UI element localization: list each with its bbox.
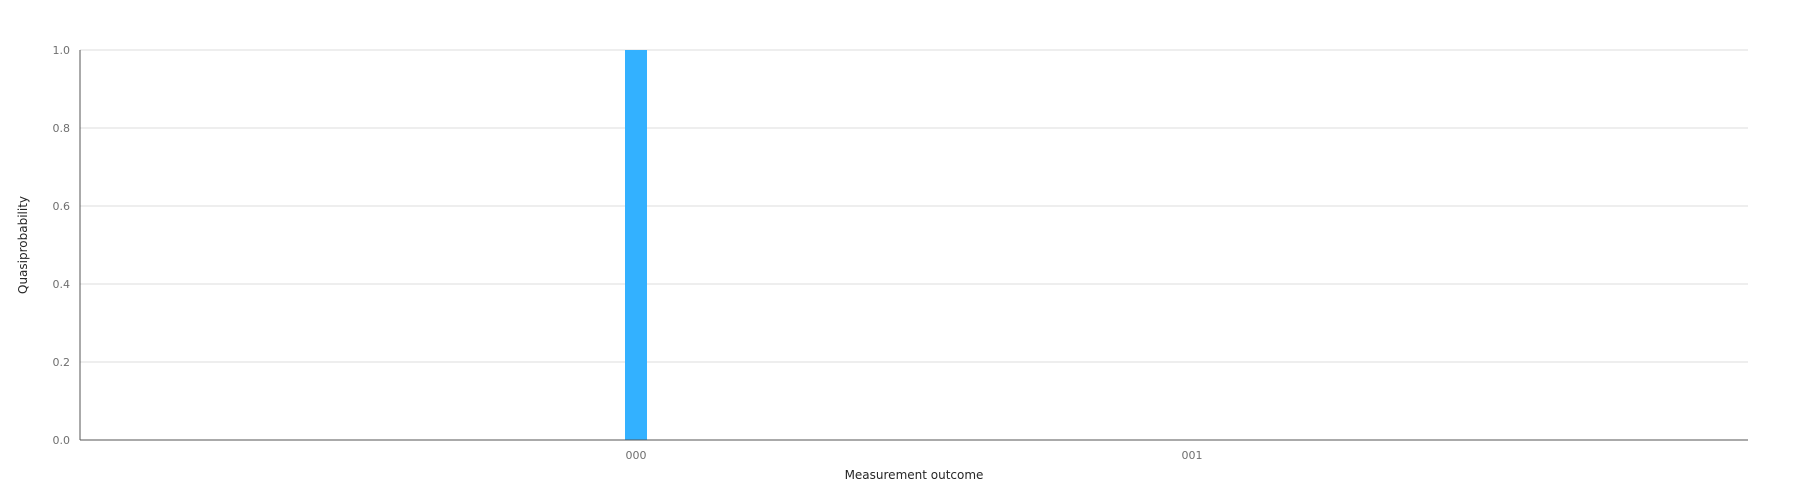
y-axis-title: Quasiprobability <box>16 196 30 294</box>
bars <box>625 50 647 440</box>
x-tick-label: 001 <box>1182 449 1203 462</box>
y-tick-label: 0.6 <box>53 200 71 213</box>
y-tick-label: 0.2 <box>53 356 71 369</box>
x-axis-title: Measurement outcome <box>845 468 984 482</box>
y-tick-label: 1.0 <box>53 44 71 57</box>
y-tick-label: 0.0 <box>53 434 71 447</box>
y-tick-label: 0.4 <box>53 278 71 291</box>
x-tick-labels: 000 001 <box>626 449 1203 462</box>
x-tick-label: 000 <box>626 449 647 462</box>
grid-lines <box>80 49 1748 363</box>
y-tick-labels: 0.0 0.2 0.4 0.6 0.8 1.0 <box>53 44 71 447</box>
y-tick-label: 0.8 <box>53 122 71 135</box>
axes <box>79 50 1748 441</box>
bar-000 <box>625 50 647 440</box>
